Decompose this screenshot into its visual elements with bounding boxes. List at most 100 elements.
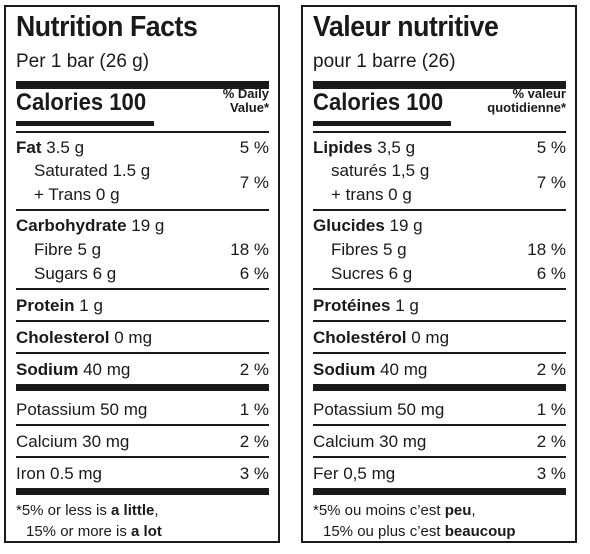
thick-divider <box>313 81 566 89</box>
iron-row: Iron 0.5 mg 3 % <box>16 464 269 484</box>
sugars-pct: 6 % <box>239 264 269 283</box>
protein-amount: 1 g <box>74 296 103 315</box>
iron-label: Iron 0.5 mg <box>16 464 102 483</box>
cholesterol-label: Cholesterol <box>16 328 110 347</box>
dv-header-line1: % valeur <box>512 86 566 101</box>
panel-title: Valeur nutritive <box>313 11 499 43</box>
trans-row: + trans 0 g <box>331 185 412 204</box>
fibre-label: Fibres 5 g <box>331 240 407 259</box>
calcium-row: Calcium 30 mg 2 % <box>313 432 566 452</box>
protein-label: Protein <box>16 296 75 315</box>
fat-amount: 3.5 g <box>41 138 85 157</box>
thick-divider <box>16 384 269 391</box>
sodium-amount: 40 mg <box>375 360 428 379</box>
fibre-pct: 18 % <box>527 240 566 259</box>
carb-label: Glucides <box>313 216 385 235</box>
divider <box>313 320 566 322</box>
divider <box>16 320 269 322</box>
carbohydrate-row: Carbohydrate 19 g <box>16 216 269 236</box>
footnote-emphasis: a lot <box>131 523 162 540</box>
sugars-label: Sugars 6 g <box>34 264 117 283</box>
fat-label: Fat <box>16 138 42 157</box>
footnote-line2: 15% or more is a lot <box>26 521 269 542</box>
sugars-row: Sugars 6 g 6 % <box>34 264 269 284</box>
panel-title: Nutrition Facts <box>16 11 198 43</box>
potassium-pct: 1 % <box>536 400 566 419</box>
footnote-emphasis: a little <box>111 502 155 519</box>
footnote-line2: 15% ou plus c’est beaucoup <box>323 521 566 542</box>
footnote-text: *5% or less is <box>16 502 112 519</box>
sugars-label: Sucres 6 g <box>331 264 413 283</box>
thick-divider <box>16 81 269 89</box>
footnote-text: 15% ou plus c’est <box>323 523 445 540</box>
serving-size: Per 1 bar (26 g) <box>16 51 150 72</box>
sodium-amount: 40 mg <box>78 360 131 379</box>
fat-pct: 5 % <box>536 138 566 157</box>
fibre-label: Fibre 5 g <box>34 240 102 259</box>
thick-divider <box>16 488 269 495</box>
fat-row: Fat 3.5 g 5 % <box>16 138 269 158</box>
iron-label: Fer 0,5 mg <box>313 464 396 483</box>
footnote-line1: *5% ou moins c’est peu, <box>313 500 566 521</box>
divider <box>16 352 269 354</box>
fat-label: Lipides <box>313 138 373 157</box>
footnote-comma: , <box>471 502 476 519</box>
saturated-row: saturés 1,5 g <box>331 161 430 180</box>
fat-amount: 3,5 g <box>372 138 416 157</box>
sat-trans-pct: 7 % <box>536 173 566 192</box>
divider <box>313 456 566 458</box>
fat-row: Lipides 3,5 g 5 % <box>313 138 566 158</box>
protein-row: Protein 1 g <box>16 296 269 316</box>
carb-label: Carbohydrate <box>16 216 127 235</box>
saturated-row: Saturated 1.5 g <box>34 161 151 180</box>
divider <box>313 352 566 354</box>
footnote-emphasis: peu <box>444 502 472 519</box>
cholesterol-row: Cholestérol 0 mg <box>313 328 566 348</box>
sugars-pct: 6 % <box>536 264 566 283</box>
sodium-pct: 2 % <box>536 360 566 379</box>
serving-size: pour 1 barre (26) <box>313 51 456 72</box>
dv-header-line2: quotidienne <box>487 100 561 115</box>
footnote-line1: *5% or less is a little, <box>16 500 269 521</box>
iron-pct: 3 % <box>536 464 566 483</box>
sugars-row: Sucres 6 g 6 % <box>331 264 566 284</box>
divider <box>313 131 566 133</box>
thick-divider <box>313 384 566 391</box>
calories: Calories 100 <box>16 89 147 116</box>
footnote-text: *5% ou moins c’est <box>313 502 445 519</box>
fat-pct: 5 % <box>239 138 269 157</box>
footnote-emphasis: beaucoup <box>444 523 516 540</box>
cholesterol-label: Cholestérol <box>313 328 407 347</box>
iron-row: Fer 0,5 mg 3 % <box>313 464 566 484</box>
sodium-pct: 2 % <box>239 360 269 379</box>
carb-amount: 19 g <box>126 216 165 235</box>
cholesterol-amount: 0 mg <box>406 328 450 347</box>
protein-label: Protéines <box>313 296 391 315</box>
trans-row: + Trans 0 g <box>34 185 120 204</box>
divider <box>16 209 269 211</box>
potassium-label: Potassium 50 mg <box>16 400 148 419</box>
footnote-text: 15% or more is <box>26 523 132 540</box>
divider <box>313 209 566 211</box>
cholesterol-row: Cholesterol 0 mg <box>16 328 269 348</box>
potassium-pct: 1 % <box>239 400 269 419</box>
sodium-row: Sodium 40 mg 2 % <box>16 360 269 380</box>
nutrition-facts-panel-fr: Valeur nutritive pour 1 barre (26) Calor… <box>301 5 577 543</box>
protein-row: Protéines 1 g <box>313 296 566 316</box>
dv-asterisk: * <box>263 100 269 115</box>
calcium-label: Calcium 30 mg <box>16 432 130 451</box>
divider <box>16 288 269 290</box>
divider <box>16 131 269 133</box>
sodium-row: Sodium 40 mg 2 % <box>313 360 566 380</box>
fibre-row: Fibre 5 g 18 % <box>34 240 269 260</box>
carbohydrate-row: Glucides 19 g <box>313 216 566 236</box>
cholesterol-amount: 0 mg <box>109 328 153 347</box>
thick-divider <box>313 488 566 495</box>
calcium-pct: 2 % <box>239 432 269 451</box>
calcium-label: Calcium 30 mg <box>313 432 427 451</box>
potassium-row: Potassium 50 mg 1 % <box>16 400 269 420</box>
sat-trans-pct: 7 % <box>239 173 269 192</box>
divider <box>16 424 269 426</box>
carb-amount: 19 g <box>384 216 423 235</box>
footnote-comma: , <box>154 502 159 519</box>
